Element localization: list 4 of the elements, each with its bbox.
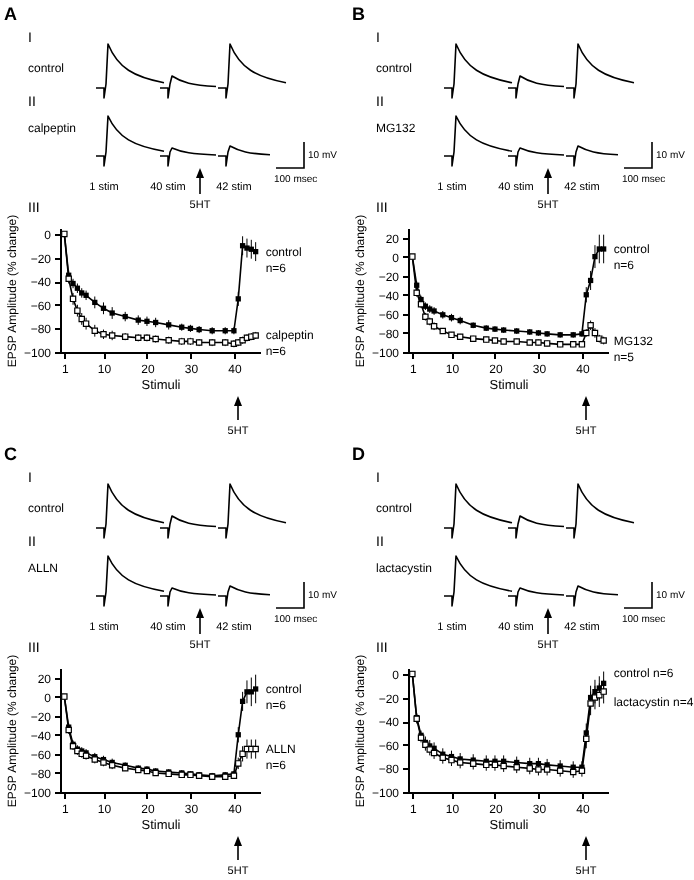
- chart-title: A: [4, 4, 18, 24]
- chart-title: D: [352, 444, 366, 464]
- chart-title: C: [4, 444, 18, 464]
- chart-title: B: [352, 4, 366, 24]
